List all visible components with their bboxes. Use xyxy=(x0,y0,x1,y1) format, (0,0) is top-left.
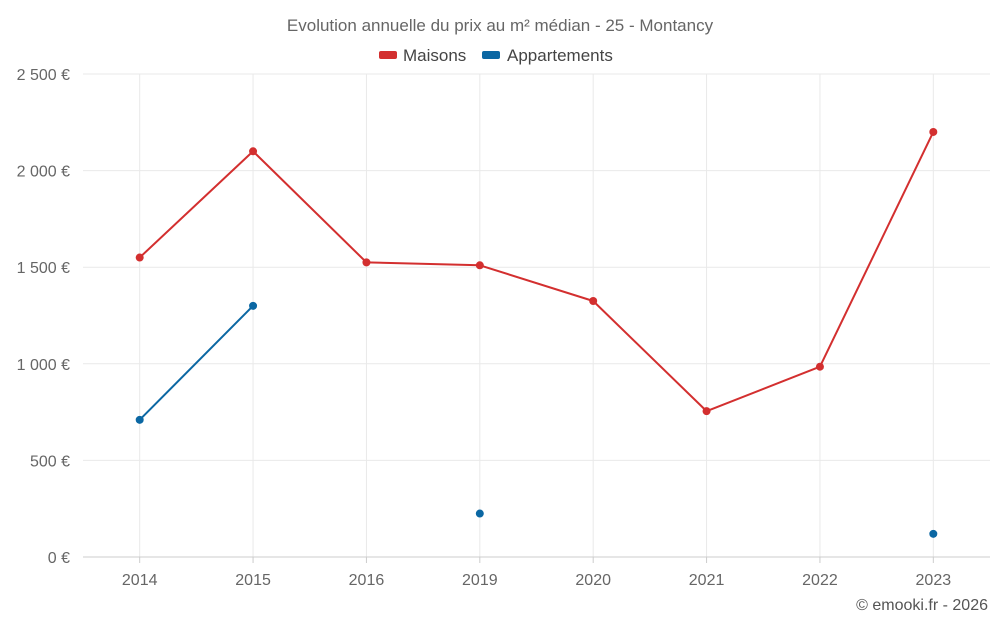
y-tick-label: 2 000 € xyxy=(17,164,70,181)
legend-label-maisons: Maisons xyxy=(403,46,466,65)
x-tick-label: 2015 xyxy=(235,572,271,589)
y-axis-ticks: 0 € 500 € 1 000 € 1 500 € 2 000 € 2 500 € xyxy=(17,67,70,567)
data-point[interactable] xyxy=(589,297,598,306)
x-tick-label: 2016 xyxy=(349,572,385,589)
legend-swatch-appartements xyxy=(482,51,500,59)
x-tick-label: 2023 xyxy=(916,572,952,589)
x-tick-label: 2022 xyxy=(802,572,838,589)
legend-label-appartements: Appartements xyxy=(507,46,613,65)
series-line xyxy=(138,130,935,413)
legend-item-appartements[interactable]: Appartements xyxy=(482,46,613,65)
data-point[interactable] xyxy=(135,253,144,262)
series-maisons xyxy=(135,127,938,416)
data-point[interactable] xyxy=(929,127,938,136)
grid xyxy=(83,73,990,557)
y-tick-label: 500 € xyxy=(30,453,70,470)
series-appartements xyxy=(135,301,938,538)
series-line xyxy=(138,304,255,421)
x-tick-label: 2014 xyxy=(122,572,158,589)
data-point[interactable] xyxy=(815,362,824,371)
legend-item-maisons[interactable]: Maisons xyxy=(379,46,466,65)
data-point[interactable] xyxy=(135,415,144,424)
data-point[interactable] xyxy=(702,407,711,416)
data-point[interactable] xyxy=(475,509,484,518)
y-tick-label: 0 € xyxy=(48,550,70,567)
data-point[interactable] xyxy=(475,261,484,270)
x-tick-label: 2019 xyxy=(462,572,498,589)
data-point[interactable] xyxy=(362,258,371,267)
data-point[interactable] xyxy=(249,147,258,156)
y-tick-label: 2 500 € xyxy=(17,67,70,84)
data-point[interactable] xyxy=(929,529,938,538)
y-tick-label: 1 000 € xyxy=(17,357,70,374)
legend: Maisons Appartements xyxy=(379,46,613,65)
y-tick-label: 1 500 € xyxy=(17,260,70,277)
credit-text: © emooki.fr - 2026 xyxy=(856,597,988,614)
legend-swatch-maisons xyxy=(379,51,397,59)
data-point[interactable] xyxy=(249,301,258,310)
x-tick-label: 2021 xyxy=(689,572,725,589)
chart-title: Evolution annuelle du prix au m² médian … xyxy=(287,16,714,35)
series xyxy=(135,127,938,538)
x-axis-ticks: 2014 2015 2016 2019 2020 2021 2022 2023 xyxy=(122,572,951,589)
axes xyxy=(83,556,990,563)
x-tick-label: 2020 xyxy=(575,572,611,589)
